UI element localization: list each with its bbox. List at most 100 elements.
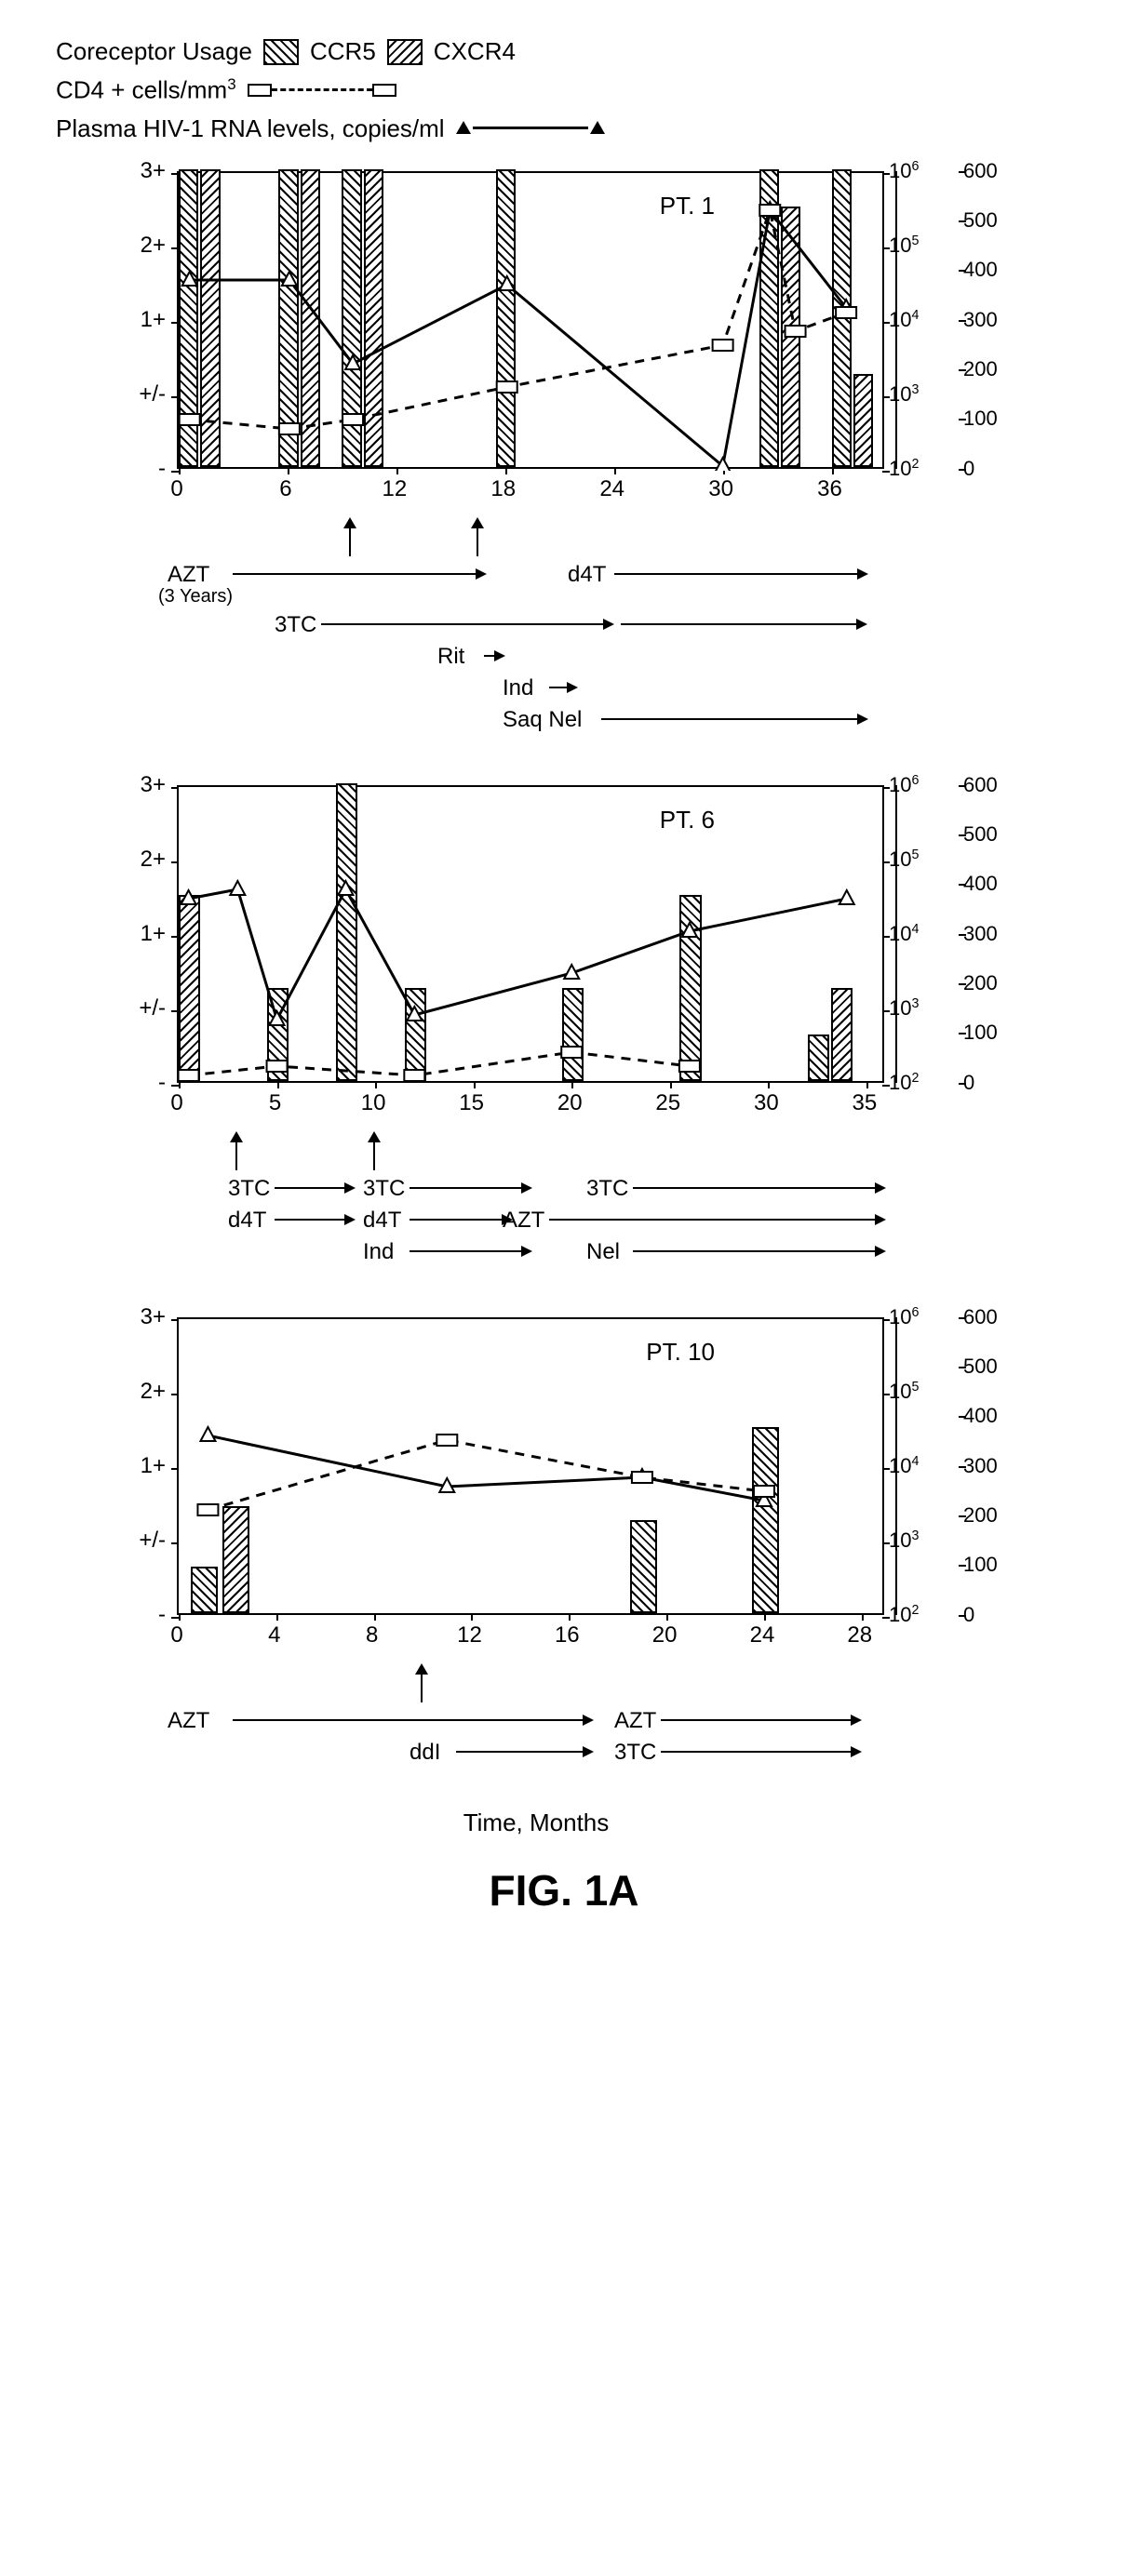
legend-row-coreceptor: Coreceptor Usage CCR5 CXCR4 bbox=[56, 37, 1072, 66]
figure-caption: FIG. 1A bbox=[56, 1865, 1072, 1915]
cxcr4-bar bbox=[301, 169, 320, 467]
drug-row: Saq Nel bbox=[112, 707, 949, 739]
drug-label: 3TC bbox=[586, 1176, 628, 1202]
up-arrow-icon bbox=[373, 1133, 375, 1170]
y-right1-labels: 106105104103102 bbox=[889, 1308, 954, 1624]
ccr5-bar bbox=[179, 169, 198, 467]
drug-arrow-icon bbox=[321, 623, 612, 625]
drug-arrow-icon bbox=[410, 1187, 530, 1189]
y-left-labels: 3+2+1++/-- bbox=[112, 1308, 171, 1624]
legend-rna-label: Plasma HIV-1 RNA levels, copies/ml bbox=[56, 114, 445, 143]
drug-timeline: AZT AZT ddI 3TC bbox=[112, 1708, 949, 1771]
drug-arrow-icon bbox=[484, 655, 504, 657]
cxcr4-bar bbox=[364, 169, 383, 467]
drug-arrow-icon bbox=[233, 1719, 592, 1721]
drug-arrow-icon bbox=[410, 1219, 511, 1221]
drug-row: Rit bbox=[112, 644, 949, 675]
drug-row: d4Td4TAZT bbox=[112, 1208, 949, 1239]
drug-row: AZT AZT bbox=[112, 1708, 949, 1740]
drug-label: 3TC bbox=[363, 1176, 405, 1202]
drug-arrow-icon bbox=[661, 1751, 860, 1753]
y-right2-labels: 6005004003002001000 bbox=[963, 1308, 1038, 1624]
plot-area: PT. 1 bbox=[177, 171, 884, 469]
drug-row: ddI 3TC bbox=[112, 1740, 949, 1771]
ccr5-bar bbox=[496, 169, 516, 467]
drug-arrow-icon bbox=[633, 1187, 884, 1189]
panel-1: PT. 13+2+1++/--1061051041031026005004003… bbox=[56, 162, 1072, 739]
ccr5-bar bbox=[191, 1567, 218, 1613]
chart-area: PT. 13+2+1++/--1061051041031026005004003… bbox=[112, 162, 1042, 515]
y-left-labels: 3+2+1++/-- bbox=[112, 162, 171, 478]
ccr5-bar bbox=[679, 895, 701, 1081]
legend-ccr5-label: CCR5 bbox=[310, 37, 376, 66]
drug-row: AZT(3 Years) d4T bbox=[112, 562, 949, 612]
drug-note: (3 Years) bbox=[158, 586, 233, 607]
drug-label: AZT bbox=[614, 1708, 656, 1734]
drug-label: d4T bbox=[363, 1208, 401, 1234]
drug-label: Nel bbox=[586, 1239, 620, 1265]
cxcr4-bar bbox=[831, 988, 853, 1081]
drug-timeline: AZT(3 Years) d4T 3TC RitInd Saq Nel bbox=[112, 562, 949, 739]
cxcr4-bar bbox=[222, 1506, 249, 1613]
line-overlay bbox=[179, 1319, 886, 1617]
ccr5-bar bbox=[759, 169, 779, 467]
drug-label: 3TC bbox=[614, 1740, 656, 1766]
y-right2-labels: 6005004003002001000 bbox=[963, 776, 1038, 1092]
cxcr4-bar bbox=[200, 169, 220, 467]
panel-2: PT. 6 3+2+1++/-- 1061051041031026005004003… bbox=[56, 776, 1072, 1271]
drug-arrow-icon bbox=[621, 623, 866, 625]
legend-cxcr4-label: CXCR4 bbox=[434, 37, 516, 66]
drug-label: 3TC bbox=[275, 612, 316, 638]
ccr5-bar bbox=[752, 1427, 779, 1613]
x-labels: 061218243036 bbox=[177, 476, 884, 504]
ccr5-bar bbox=[562, 988, 584, 1081]
y-right1-labels: 106105104103102 bbox=[889, 162, 954, 478]
drug-row: 3TC3TC3TC bbox=[112, 1176, 949, 1208]
legend: Coreceptor Usage CCR5 CXCR4 CD4 + cells/… bbox=[56, 37, 1072, 143]
drug-label: Ind bbox=[363, 1239, 394, 1265]
drug-label: Ind bbox=[503, 675, 533, 701]
drug-label: AZT bbox=[168, 1708, 209, 1734]
drug-arrow-icon bbox=[456, 1751, 592, 1753]
ccr5-bar bbox=[278, 169, 298, 467]
ccr5-bar bbox=[630, 1520, 657, 1613]
drug-arrow-icon bbox=[633, 1250, 884, 1252]
ccr5-bar bbox=[405, 988, 426, 1081]
legend-coreceptor-label: Coreceptor Usage bbox=[56, 37, 252, 66]
up-arrow-icon bbox=[477, 519, 478, 556]
chart-area: PT. 6 3+2+1++/-- 1061051041031026005004003… bbox=[112, 776, 1042, 1129]
drug-arrow-icon bbox=[549, 1219, 884, 1221]
drug-label: Saq Nel bbox=[503, 707, 582, 733]
drug-row: 3TC bbox=[112, 612, 949, 644]
drug-arrow-icon bbox=[601, 718, 866, 720]
drug-label: ddI bbox=[410, 1740, 440, 1766]
panel-3: PT. 10 3+2+1++/-- 106105104103102600500400… bbox=[56, 1308, 1072, 1771]
panel-title: PT. 6 bbox=[660, 806, 715, 834]
cxcr4-bar bbox=[853, 374, 873, 467]
cxcr4-bar bbox=[179, 895, 200, 1081]
drug-arrow-icon bbox=[549, 687, 576, 688]
legend-row-rna: Plasma HIV-1 RNA levels, copies/ml bbox=[56, 114, 1072, 143]
ccr5-bar bbox=[342, 169, 361, 467]
drug-label: d4T bbox=[568, 562, 606, 588]
drug-arrow-icon bbox=[614, 573, 866, 575]
up-arrow-icon bbox=[421, 1665, 423, 1702]
panel-title: PT. 10 bbox=[646, 1338, 715, 1367]
ccr5-bar bbox=[267, 988, 289, 1081]
drug-arrow-icon bbox=[275, 1187, 354, 1189]
chart-area: PT. 10 3+2+1++/-- 106105104103102600500400… bbox=[112, 1308, 1042, 1662]
panel-title: PT. 1 bbox=[660, 192, 715, 220]
legend-row-cd4: CD4 + cells/mm3 bbox=[56, 75, 1072, 105]
drug-arrow-icon bbox=[233, 573, 485, 575]
ccr5-bar bbox=[808, 1034, 829, 1081]
drug-label: AZT bbox=[168, 562, 209, 588]
time-axis-label: Time, Months bbox=[0, 1809, 1072, 1837]
ccr5-bar bbox=[832, 169, 852, 467]
y-right1-labels: 106105104103102 bbox=[889, 776, 954, 1092]
up-arrow-icon bbox=[349, 519, 351, 556]
y-left-labels: 3+2+1++/-- bbox=[112, 776, 171, 1092]
drug-row: Ind bbox=[112, 675, 949, 707]
rna-swatch bbox=[456, 119, 605, 138]
drug-timeline: 3TC3TC3TCd4Td4TAZTIndNel bbox=[112, 1176, 949, 1271]
cxcr4-bar bbox=[781, 207, 800, 467]
